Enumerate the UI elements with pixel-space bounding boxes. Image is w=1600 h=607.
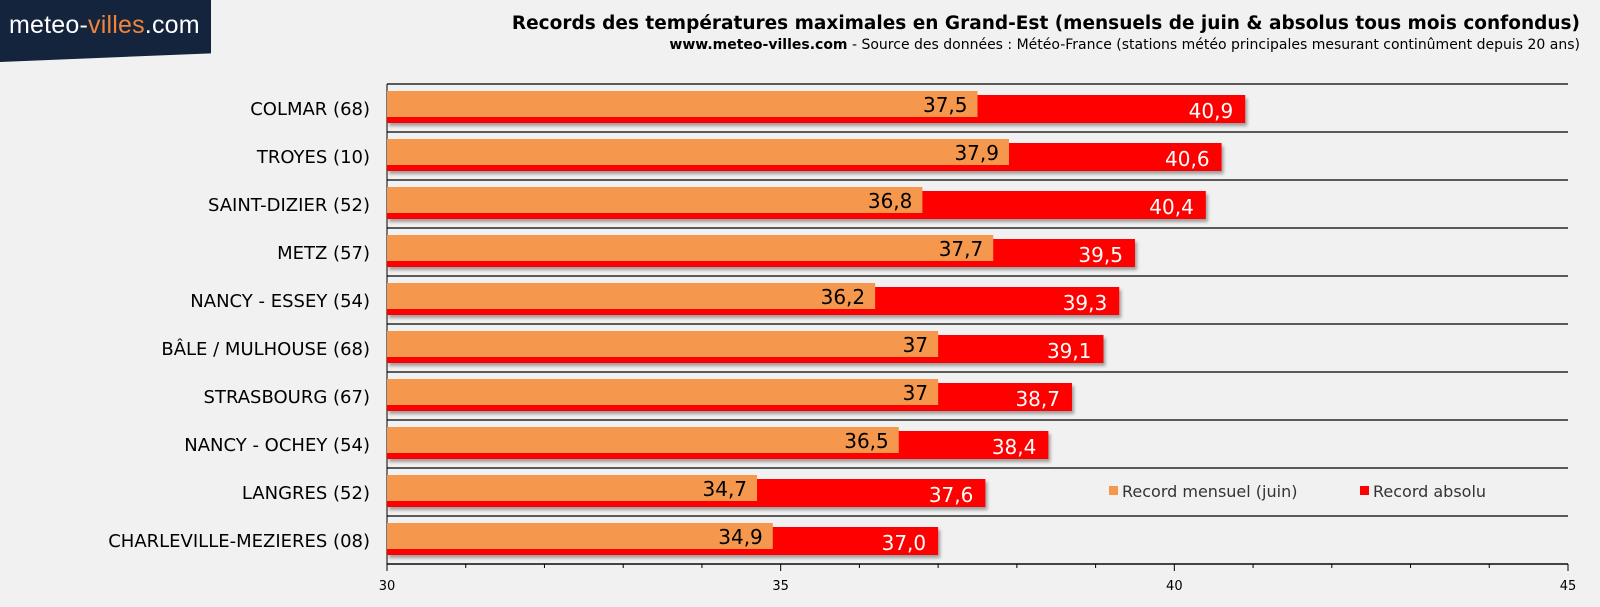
bar-record-mensuel — [387, 523, 773, 549]
bar-record-mensuel — [387, 91, 978, 117]
bar-label-absolu: 39,3 — [1063, 291, 1108, 315]
category-label: NANCY - OCHEY (54) — [184, 435, 370, 456]
bar-label-absolu: 37,0 — [882, 531, 927, 555]
bar-label-absolu: 40,4 — [1149, 195, 1194, 219]
category-label: BÂLE / MULHOUSE (68) — [161, 338, 370, 360]
bar-label-absolu: 37,6 — [929, 483, 974, 507]
bar-record-mensuel — [387, 139, 1009, 165]
bar-record-mensuel — [387, 235, 994, 261]
source-site: www.meteo-villes.com — [669, 37, 848, 53]
legend-swatch-absolu — [1360, 486, 1369, 495]
category-label: SAINT-DIZIER (52) — [208, 195, 370, 216]
bar-label-absolu: 38,4 — [992, 435, 1037, 459]
chart-title: Records des températures maximales en Gr… — [511, 13, 1580, 34]
bar-label-absolu: 40,9 — [1189, 99, 1234, 123]
bar-label-mensuel: 37,7 — [939, 237, 984, 261]
category-label: TROYES (10) — [256, 147, 370, 168]
bar-record-mensuel — [387, 475, 758, 501]
category-label: STRASBOURG (67) — [204, 387, 370, 408]
logo-text: meteo-villes.com — [9, 11, 200, 39]
bar-label-absolu: 39,1 — [1047, 339, 1092, 363]
category-label: METZ (57) — [277, 243, 370, 264]
bar-label-mensuel: 37,5 — [923, 93, 968, 117]
x-tick-label: 45 — [1560, 579, 1577, 594]
bar-record-mensuel — [387, 427, 899, 453]
bar-label-mensuel: 37 — [903, 333, 928, 357]
category-label: CHARLEVILLE-MEZIERES (08) — [108, 531, 370, 552]
bar-label-absolu: 39,5 — [1078, 243, 1123, 267]
source-text: - Source des données : Météo-France (sta… — [847, 37, 1580, 53]
site-logo[interactable]: meteo-villes.com — [0, 0, 211, 62]
bar-label-mensuel: 34,7 — [703, 477, 748, 501]
legend-label-absolu: Record absolu — [1373, 482, 1486, 501]
bar-label-mensuel: 34,9 — [718, 525, 763, 549]
bar-label-mensuel: 36,5 — [844, 429, 889, 453]
legend-swatch-mensuel — [1109, 486, 1118, 495]
category-label: LANGRES (52) — [242, 483, 370, 504]
x-tick-label: 35 — [772, 579, 789, 594]
bar-label-mensuel: 37,9 — [954, 141, 999, 165]
chart-subtitle: www.meteo-villes.com - Source des donnée… — [669, 37, 1580, 53]
bar-label-absolu: 38,7 — [1015, 387, 1060, 411]
bar-record-mensuel — [387, 187, 923, 213]
bar-record-mensuel — [387, 379, 939, 405]
legend-label-mensuel: Record mensuel (juin) — [1122, 482, 1297, 501]
bar-record-mensuel — [387, 283, 876, 309]
bar-record-mensuel — [387, 331, 939, 357]
bar-label-mensuel: 37 — [903, 381, 928, 405]
x-tick-label: 40 — [1166, 579, 1183, 594]
bar-label-mensuel: 36,8 — [868, 189, 913, 213]
bar-label-absolu: 40,6 — [1165, 147, 1210, 171]
bar-label-mensuel: 36,2 — [821, 285, 866, 309]
category-label: NANCY - ESSEY (54) — [190, 291, 370, 312]
category-label: COLMAR (68) — [250, 99, 370, 120]
x-tick-label: 30 — [379, 579, 396, 594]
